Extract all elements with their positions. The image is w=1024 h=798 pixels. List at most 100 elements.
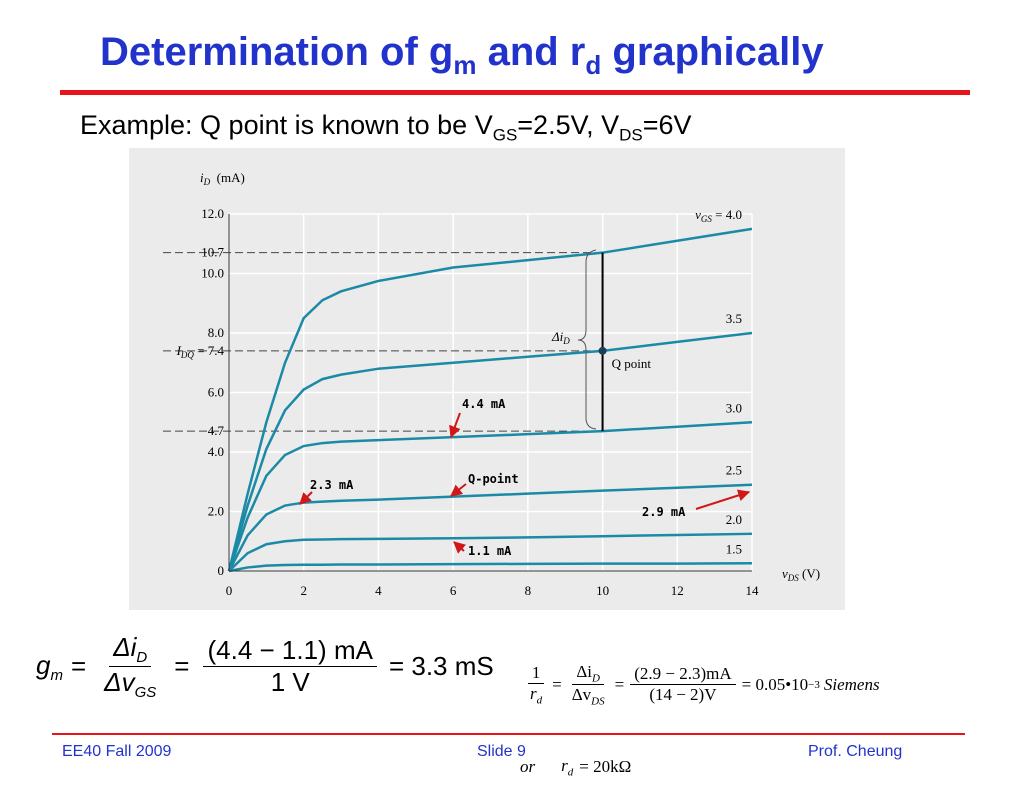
- tick-value: 6.0: [208, 385, 224, 400]
- equals: =: [552, 674, 562, 694]
- title-text: and r: [476, 30, 586, 74]
- y-tick-label: 6.0: [208, 385, 224, 400]
- title-text: graphically: [601, 30, 824, 74]
- slide: Determination of gm and rd graphically E…: [36, 30, 970, 779]
- series-label: 1.5: [726, 541, 742, 556]
- x-tick-label: 6: [450, 583, 457, 598]
- subtitle: Example: Q point is known to be VGS=2.5V…: [80, 110, 692, 145]
- series-name: 3.0: [726, 400, 742, 415]
- symbol: Δv: [104, 667, 135, 698]
- y-tick-label: 10.7: [201, 245, 224, 260]
- x-tick-label: 8: [525, 583, 532, 598]
- tick-prefix: DQ: [180, 350, 194, 360]
- exponent: −3: [808, 678, 820, 691]
- label-part: (mA): [210, 170, 245, 185]
- result: = 20kΩ: [579, 756, 632, 776]
- chart: iD (mA) vDS (V) ΔiD 4.4 mA 2.3 mA Q-poin…: [129, 148, 845, 610]
- tick-value: 4.7: [208, 423, 225, 438]
- label-sub: D: [203, 177, 211, 187]
- arrow: [450, 483, 467, 497]
- y-tick-label: 2.0: [208, 504, 224, 519]
- tick-value: 7.4: [208, 343, 225, 358]
- numerator: (4.4 − 1.1) mA: [203, 635, 377, 668]
- x-tick-label: 2: [300, 583, 307, 598]
- subscript: GS: [134, 684, 157, 702]
- tick-value: 12.0: [201, 206, 224, 221]
- y-tick-label: 8.0: [208, 325, 224, 340]
- tick-prefix: =: [194, 343, 208, 358]
- subtitle-sub: GS: [492, 125, 518, 145]
- equals: =: [614, 674, 625, 694]
- annotation: 2.9 mA: [642, 505, 686, 519]
- subtitle-sub: DS: [619, 125, 643, 145]
- subscript: DS: [591, 695, 605, 708]
- series-name: 1.5: [726, 541, 742, 556]
- result: = 3.3 mS: [388, 651, 494, 682]
- tick-value: 2.0: [208, 504, 224, 519]
- x-tick-label: 12: [671, 583, 684, 598]
- brace: [577, 249, 597, 430]
- label-part: v: [782, 566, 788, 581]
- equals: =: [174, 651, 190, 682]
- footer-text: Prof. Cheung: [808, 743, 903, 760]
- denominator: 1 V: [270, 667, 310, 698]
- y-axis-label: iD (mA): [200, 170, 245, 187]
- series-label: 3.0: [726, 400, 742, 415]
- subscript: d: [536, 694, 543, 707]
- annotation: 4.4 mA: [462, 397, 506, 411]
- series-label: 2.0: [726, 512, 742, 527]
- numerator: (2.9 − 2.3)mA: [630, 664, 736, 686]
- arrow: [299, 491, 313, 505]
- series-label: 3.5: [726, 311, 742, 326]
- y-tick-label: 12.0: [201, 206, 224, 221]
- tick-value: 8.0: [208, 325, 224, 340]
- fraction: (4.4 − 1.1) mA 1 V: [203, 635, 377, 698]
- curve: [228, 532, 753, 572]
- footer-rule: [52, 733, 965, 735]
- y-tick-label: 10.0: [201, 266, 224, 281]
- series-name: 2.5: [726, 463, 742, 478]
- footer-text: Slide 9: [477, 743, 526, 760]
- subtitle-text: =2.5V, V: [517, 110, 620, 140]
- label-part: v: [695, 207, 701, 222]
- numerator: 1: [527, 663, 545, 685]
- series-name: 3.5: [726, 311, 742, 326]
- series-name: 2.0: [726, 512, 742, 527]
- x-tick-label: 14: [746, 583, 760, 598]
- footer-text: EE40 Fall 2009: [62, 743, 172, 760]
- annotation: 2.3 mA: [310, 478, 354, 492]
- series-label: vGS = 4.0: [695, 207, 742, 224]
- equals: =: [70, 651, 87, 682]
- title-text: Determination of g: [100, 30, 454, 74]
- series-name: 4.0: [726, 207, 742, 222]
- series-label: 2.5: [726, 463, 742, 478]
- label-sub: GS: [701, 214, 712, 224]
- subtitle-text: Example: Q point is known to be V: [80, 110, 493, 140]
- arrow: [695, 489, 751, 510]
- curve: [228, 562, 753, 573]
- fraction: ΔiD ΔvDS: [568, 662, 609, 708]
- y-tick-label: IDQ = 7.4: [176, 343, 225, 360]
- fraction: (2.9 − 2.3)mA (14 − 2)V: [630, 664, 736, 705]
- tick-value: 4.0: [208, 444, 224, 459]
- x-axis-label: vDS (V): [782, 566, 820, 583]
- symbol: g: [36, 649, 51, 680]
- symbol: Δv: [571, 685, 592, 705]
- tick-value: 10.7: [201, 245, 224, 260]
- arrow: [453, 541, 467, 554]
- denominator: (14 − 2)V: [649, 685, 717, 705]
- title-sub: m: [453, 50, 477, 80]
- annotation: 1.1 mA: [468, 544, 512, 558]
- unit: Siemens: [823, 674, 880, 694]
- curve: [227, 483, 753, 572]
- q-point-label: Q point: [612, 356, 652, 371]
- label-part: i: [200, 170, 204, 185]
- gm-formula: gm = ΔiD ΔvGS = (4.4 − 1.1) mA 1 V = 3.3 m…: [36, 632, 494, 701]
- subscript: D: [136, 649, 148, 667]
- y-tick-label: 4.0: [208, 444, 224, 459]
- tick-value: 0: [218, 563, 225, 578]
- title-sub: d: [585, 50, 602, 80]
- delta-label: ΔiD: [551, 329, 570, 346]
